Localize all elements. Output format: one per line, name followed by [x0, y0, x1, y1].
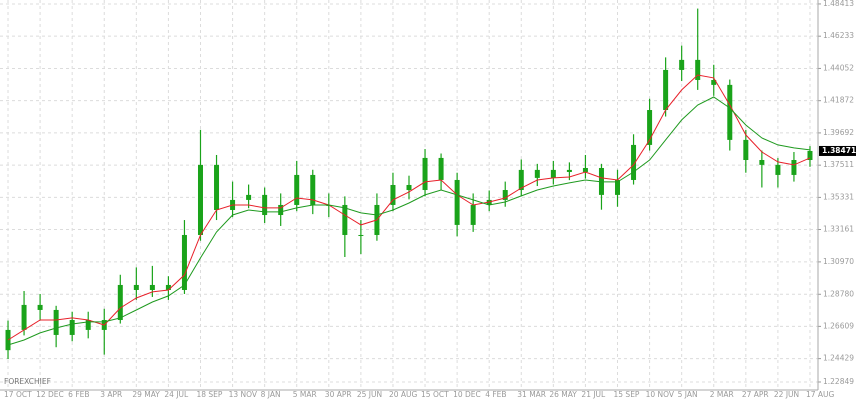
x-tick-label: 22 JUN: [774, 390, 799, 399]
x-tick-label: 24 JUL: [164, 390, 189, 399]
x-tick-label: 3 APR: [100, 390, 122, 399]
candle-body: [775, 164, 781, 175]
y-tick-label: 1.39692: [823, 128, 854, 137]
y-tick-label: 1.35331: [823, 192, 854, 201]
candle-body: [358, 234, 364, 236]
candle-body: [502, 190, 508, 200]
x-tick-label: 15 OCT: [421, 390, 449, 399]
candle-body: [278, 204, 284, 216]
candle-body: [647, 110, 653, 145]
x-tick-label: 17 AUG: [806, 390, 835, 399]
watermark: FOREXCHIEF: [4, 377, 51, 386]
x-tick-label: 25 JUN: [357, 390, 382, 399]
y-tick-label: 1.44052: [823, 63, 854, 72]
candle-body: [69, 320, 75, 335]
x-tick-label: 8 JAN: [261, 390, 281, 399]
x-tick-label: 5 JAN: [678, 390, 698, 399]
x-tick-label: 2 MAR: [710, 390, 734, 399]
candle-body: [759, 160, 765, 165]
y-tick-label: 1.26609: [823, 321, 854, 330]
x-tick-label: 4 FEB: [485, 390, 506, 399]
candle-body: [615, 179, 621, 195]
candle-body: [149, 284, 155, 290]
candle-body: [582, 167, 588, 172]
candle-body: [470, 204, 476, 225]
candle-body: [518, 169, 524, 191]
candle-body: [534, 169, 540, 178]
candle-body: [181, 234, 187, 290]
x-tick-label: 6 FEB: [68, 390, 89, 399]
y-tick-label: 1.46233: [823, 31, 854, 40]
y-tick-label: 1.37511: [823, 160, 854, 169]
candle-body: [117, 284, 123, 321]
candle-body: [711, 80, 717, 85]
x-tick-label: 27 APR: [742, 390, 769, 399]
x-tick-label: 15 SEP: [614, 390, 640, 399]
y-tick-label: 1.48413: [823, 0, 854, 8]
y-tick-label: 1.28780: [823, 289, 854, 298]
price-tag: [819, 145, 856, 156]
candle-body: [310, 174, 316, 205]
candle-body: [791, 160, 797, 175]
candle-body: [262, 194, 268, 216]
candle-body: [631, 144, 637, 180]
x-tick-label: 13 NOV: [229, 390, 258, 399]
candle-body: [695, 59, 701, 81]
candle-body: [438, 157, 444, 180]
candle-body: [566, 169, 572, 172]
candle-body: [133, 284, 139, 290]
candle-body: [21, 304, 27, 330]
candle-body: [342, 204, 348, 235]
candle-body: [663, 69, 669, 111]
y-tick-label: 1.24429: [823, 354, 854, 363]
x-tick-label: 10 NOV: [646, 390, 675, 399]
candle-body: [390, 184, 396, 205]
candle-body: [727, 84, 733, 140]
moving-average-line: [7, 96, 811, 346]
x-tick-label: 12 DEC: [36, 390, 64, 399]
y-tick-label: 1.41872: [823, 96, 854, 105]
moving-average-line: [7, 74, 811, 341]
candle-body: [197, 164, 203, 235]
x-tick-label: 17 OCT: [4, 390, 32, 399]
x-tick-label: 29 MAY: [132, 390, 160, 399]
x-tick-label: 31 MAR: [517, 390, 546, 399]
x-tick-label: 10 DEC: [453, 390, 481, 399]
candle-body: [85, 320, 91, 330]
candle-body: [550, 169, 556, 178]
candle-body: [406, 184, 412, 191]
candle-body: [53, 309, 59, 335]
candle-body: [422, 157, 428, 191]
x-tick-label: 26 MAY: [549, 390, 577, 399]
x-tick-label: 30 APR: [325, 390, 352, 399]
candle-body: [454, 179, 460, 225]
candle-body: [743, 139, 749, 161]
candle-body: [5, 329, 11, 351]
y-tick-label: 1.33161: [823, 224, 854, 233]
candle-body: [37, 304, 43, 310]
candle-body: [294, 174, 300, 205]
x-tick-label: 18 SEP: [196, 390, 222, 399]
candle-body: [165, 284, 171, 290]
candle-body: [679, 59, 685, 70]
y-tick-label: 1.22849: [823, 377, 854, 386]
x-tick-label: 21 JUL: [581, 390, 606, 399]
x-tick-label: 5 MAR: [293, 390, 317, 399]
candle-body: [214, 164, 220, 210]
x-tick-label: 20 AUG: [389, 390, 418, 399]
price-tag-label: 1.38471: [822, 146, 856, 155]
candle-body: [807, 150, 813, 161]
candle-body: [246, 194, 252, 200]
y-tick-label: 1.30970: [823, 257, 854, 266]
